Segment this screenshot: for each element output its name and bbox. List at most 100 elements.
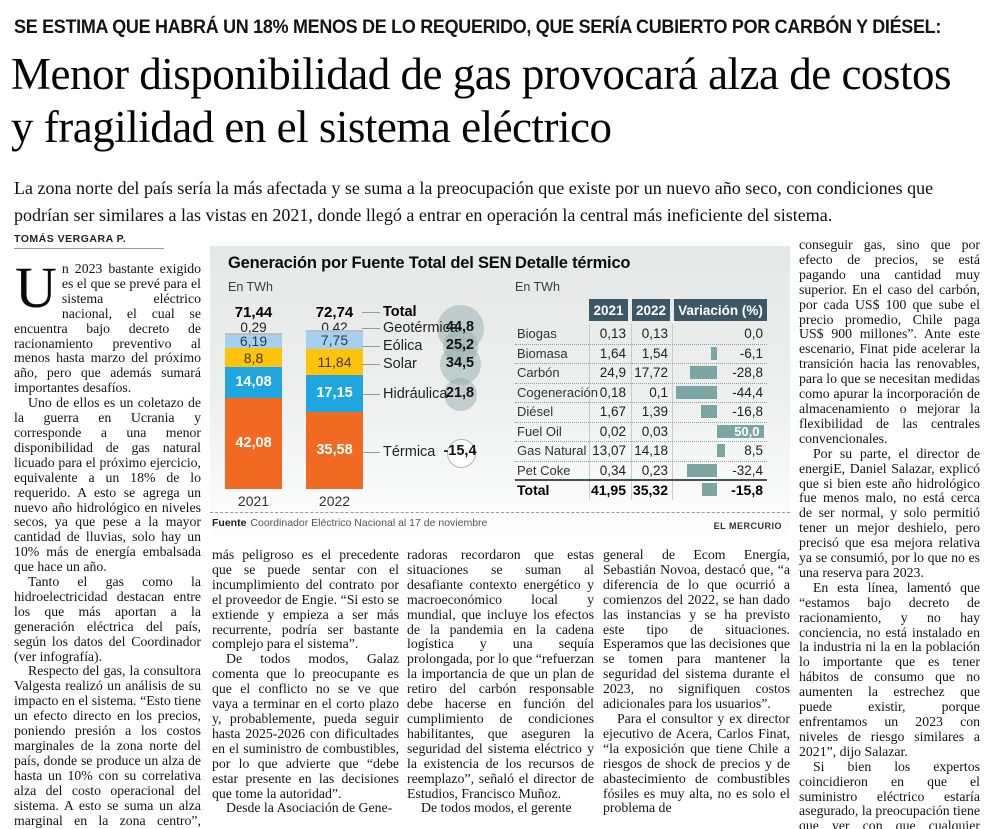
variation-bar: [717, 444, 725, 457]
bar-year-label: 2022: [318, 493, 351, 509]
bar-segment-geotérmica: [306, 330, 363, 333]
table-cell-variation: 8,5: [744, 443, 763, 458]
table-cell-2022: 0,13: [641, 326, 668, 341]
total-value: 71,44: [234, 304, 273, 321]
publisher-credit: EL MERCURIO: [713, 521, 782, 531]
leader-line: [362, 364, 380, 365]
bar-segment-solar: 8,8: [225, 348, 282, 368]
body-paragraph: De todos modos, Galaz comenta que lo pre…: [212, 651, 399, 801]
table-cell-2021: 0,34: [599, 462, 626, 478]
geothermal-value: 0,29: [240, 320, 267, 335]
table-cell-variation: -15,8: [731, 482, 763, 498]
table-header-2021: 2021: [589, 299, 628, 321]
table-header-2022: 2022: [632, 299, 670, 321]
table-cell-2022: 14,18: [634, 443, 668, 458]
column-separator: [630, 324, 632, 500]
variation-bar: [686, 463, 717, 477]
variation-bar: [711, 346, 717, 360]
chart-title: Generación por Fuente Total del SEN: [228, 254, 512, 272]
source-line: Fuente Coordinador Eléctrico Nacional al …: [212, 517, 487, 529]
series-label-hidráulica: Hidráulica: [383, 386, 448, 402]
series-label-térmica: Térmica: [383, 444, 436, 460]
table-cell-variation: -32,4: [732, 462, 763, 478]
table-cell-2021: 41,95: [590, 482, 626, 498]
table-row-label: Pet Coke: [517, 462, 571, 478]
variation-bar: [690, 366, 717, 379]
segment-value: 14,08: [235, 374, 272, 391]
table-cell-2021: 1,67: [599, 404, 626, 419]
variation-bar: [702, 483, 717, 496]
table-cell-variation: -28,8: [732, 365, 763, 380]
total-divider: [515, 479, 767, 481]
table-cell-2022: 35,32: [632, 482, 668, 498]
variation-bar: 50,0: [717, 424, 764, 439]
text-column-2: más peligroso es el precedente que se pu…: [212, 548, 399, 829]
bar-segment-solar: 11,84: [306, 348, 363, 375]
row-divider: [515, 343, 767, 345]
deck: La zona norte del país sería la más afec…: [14, 178, 934, 225]
paragraph-text: n 2023 bastante exigido es el que se pre…: [14, 262, 201, 396]
body-paragraph: más peligroso es el precedente que se pu…: [212, 548, 399, 652]
row-divider: [515, 402, 767, 403]
bar-segment-eólica: 7,75: [306, 332, 363, 349]
infographic-panel: Generación por Fuente Total del SEN En T…: [210, 246, 790, 536]
leader-line: [362, 312, 380, 313]
body-paragraph: Si bien los expertos coincidieron en que…: [799, 758, 980, 829]
variation-bar: [701, 405, 717, 418]
bar-segment-térmica: 42,08: [225, 397, 282, 489]
bar-segment-térmica: 35,58: [306, 411, 363, 489]
table-cell-2021: 24,9: [599, 365, 626, 380]
source-text: Coordinador Eléctrico Nacional al 17 de …: [250, 517, 488, 529]
table-row-label: Diésel: [517, 404, 554, 419]
variation-value: 21,8: [445, 385, 475, 401]
bar-segment-eólica: 6,19: [225, 333, 282, 349]
variation-circle: [443, 377, 477, 411]
variation-value: 34,5: [445, 355, 475, 371]
body-paragraph: Uno de ellos es un coletazo de la guerra…: [14, 395, 201, 575]
text-column-5: conseguir gas, sino que por efecto de pr…: [799, 238, 980, 829]
table-cell-variation: -6,1: [739, 345, 763, 361]
panel-divider: [210, 512, 790, 513]
column-separator: [589, 324, 590, 500]
source-label: Fuente: [212, 517, 247, 529]
bar-year-label: 2021: [237, 493, 270, 509]
drop-cap: U: [15, 262, 57, 320]
table-row-label: Gas Natural: [517, 443, 587, 458]
variation-circle: [442, 328, 478, 364]
table-row-label: Total: [517, 482, 550, 498]
series-label-geotérmica: Geotérmica: [383, 320, 458, 336]
segment-value: 17,15: [316, 385, 353, 402]
body-paragraph: conseguir gas, sino que por efecto de pr…: [799, 238, 980, 446]
variation-circle: [439, 343, 481, 385]
leader-line: [362, 394, 380, 395]
byline: TOMÁS VERGARA P.: [14, 233, 165, 249]
total-value: 72,74: [315, 304, 354, 321]
table-cell-variation: 0,0: [744, 326, 763, 341]
table-cell-2022: 0,1: [649, 384, 668, 400]
body-paragraph: general de Ecom Energía, Sebastián Novoa…: [603, 548, 790, 712]
row-divider: [515, 363, 767, 364]
variation-bar: [675, 385, 717, 399]
variation-value: -15,4: [443, 443, 477, 459]
series-label-solar: Solar: [383, 356, 417, 372]
text-column-4: general de Ecom Energía, Sebastián Novoa…: [603, 548, 790, 829]
chart-label-total: Total: [383, 304, 417, 320]
table-cell-variation: -16,8: [732, 404, 763, 419]
segment-value: 35,58: [316, 442, 353, 459]
body-paragraph: En esta línea, lamentó que “estamos bajo…: [799, 579, 980, 759]
text-column-3: radoras recordaron que estas situaciones…: [407, 548, 594, 829]
series-label-eólica: Eólica: [383, 338, 423, 354]
row-divider: [515, 441, 767, 442]
chart-unit: En TWh: [228, 280, 273, 294]
row-divider: [515, 382, 767, 384]
variation-circle: [446, 438, 476, 468]
table-row-label: Fuel Oil: [517, 423, 562, 439]
table-cell-2021: 0,02: [599, 423, 626, 439]
body-paragraph: Tanto el gas como la hidroelectricidad d…: [14, 574, 201, 664]
table-header-Variación (%): Variación (%): [674, 299, 767, 321]
table-cell-2022: 0,23: [641, 462, 668, 478]
column-separator: [672, 324, 673, 500]
